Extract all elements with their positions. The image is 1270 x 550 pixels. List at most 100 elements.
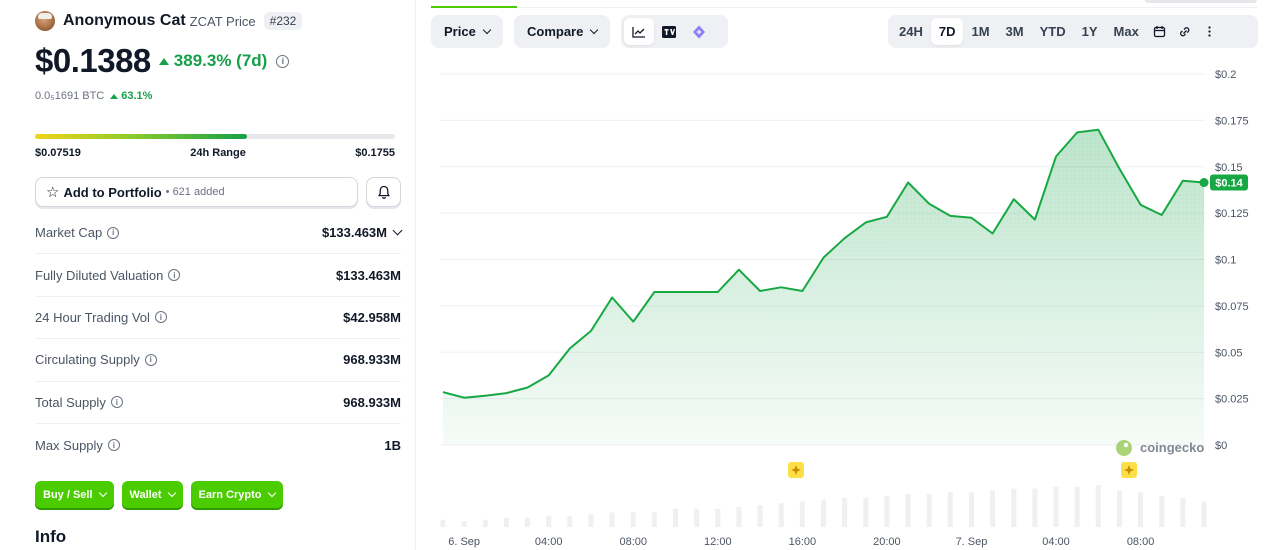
range-tab-max[interactable]: Max <box>1113 24 1139 39</box>
info-icon[interactable]: i <box>107 226 120 239</box>
price-point <box>482 393 488 399</box>
price-dropdown-label: Price <box>444 24 476 39</box>
range-tab-1y[interactable]: 1Y <box>1081 24 1098 39</box>
price-alert-button[interactable] <box>366 177 401 207</box>
price-point <box>821 255 827 261</box>
buy-sell-button[interactable]: Buy / Sell <box>35 481 114 508</box>
info-icon[interactable]: i <box>154 311 167 324</box>
volume-bar <box>863 497 869 527</box>
earn-crypto-button[interactable]: Earn Crypto <box>190 481 283 508</box>
more-vertical-icon <box>1208 26 1211 37</box>
bell-icon <box>377 185 390 199</box>
info-icon[interactable]: i <box>144 353 157 366</box>
range-tab-7d[interactable]: 7D <box>930 18 964 45</box>
volume-bar <box>588 514 594 527</box>
top-button-edge <box>1145 0 1257 3</box>
x-tick-label: 04:00 <box>1042 536 1070 548</box>
x-tick-label: 04:00 <box>535 536 563 548</box>
range-bar-fill <box>35 134 248 139</box>
volume-bar <box>1180 497 1186 527</box>
action-button-label: Earn Crypto <box>198 488 262 501</box>
price-point <box>588 328 594 334</box>
y-tick-label: $0.075 <box>1215 301 1249 313</box>
stat-value: 1B <box>384 438 401 453</box>
volume-bar <box>884 495 890 527</box>
price-line <box>442 128 1205 399</box>
volume-bar <box>461 521 467 527</box>
info-icon[interactable]: i <box>110 396 123 409</box>
link-icon <box>1179 27 1190 37</box>
x-tick-label: 08:00 <box>619 536 647 548</box>
price-point <box>567 346 573 352</box>
wallet-button[interactable]: Wallet <box>121 481 183 508</box>
stat-label-text: Max Supply <box>35 437 103 453</box>
volume-bar <box>736 506 742 527</box>
stat-label: Fully Diluted Valuation i <box>35 268 181 283</box>
y-tick-label: $0.125 <box>1215 208 1249 220</box>
price-point <box>884 214 890 220</box>
add-to-portfolio-button[interactable]: ☆ Add to Portfolio • 621 added <box>35 177 358 207</box>
ai-insights-toggle[interactable] <box>684 18 714 45</box>
price-dropdown[interactable]: Price <box>431 15 503 48</box>
price-point <box>651 289 657 295</box>
info-icon[interactable]: i <box>168 269 181 282</box>
star-icon <box>791 465 801 475</box>
price-point <box>1116 166 1122 172</box>
volume-bar <box>525 517 531 527</box>
price-point <box>905 180 911 186</box>
range-tab-ytd[interactable]: YTD <box>1039 24 1066 39</box>
line-chart-toggle[interactable] <box>624 18 654 45</box>
rank-badge: #232 <box>263 12 303 30</box>
range-tab-3m[interactable]: 3M <box>1005 24 1024 39</box>
coin-overview-panel: Anonymous Cat ZCAT Price #232 $0.1388 38… <box>0 0 416 550</box>
tradingview-toggle[interactable] <box>654 18 684 45</box>
volume-bar <box>715 508 721 527</box>
volume-bar <box>1159 495 1165 527</box>
price-point <box>525 384 531 390</box>
price-point <box>863 219 869 225</box>
range-label: 24h Range <box>190 147 246 159</box>
y-tick-label: $0.175 <box>1215 115 1249 127</box>
stat-label-text: Circulating Supply <box>35 352 140 368</box>
stat-label-text: 24 Hour Trading Vol <box>35 309 150 325</box>
volume-bar <box>926 494 932 527</box>
price-point <box>990 231 996 237</box>
volume-bar <box>1095 485 1101 527</box>
x-tick-label: 12:00 <box>704 536 732 548</box>
volume-bar <box>440 519 446 527</box>
stat-row: Market Cap i $133.463M <box>35 212 403 255</box>
range-bar <box>35 134 395 139</box>
volume-bar <box>842 497 848 527</box>
more-options-button[interactable] <box>1197 18 1222 45</box>
price-point <box>778 284 784 290</box>
volume-bar <box>757 505 763 527</box>
range-tab-1m[interactable]: 1M <box>971 24 990 39</box>
price-point <box>736 267 742 273</box>
compare-dropdown[interactable]: Compare <box>514 15 611 48</box>
volume-bar <box>1116 490 1122 527</box>
tab-divider <box>431 7 1258 8</box>
stat-value-text: $133.463M <box>335 267 401 283</box>
y-tick-label: $0.2 <box>1215 69 1236 81</box>
calendar-button[interactable] <box>1147 18 1172 45</box>
stat-value[interactable]: $133.463M <box>321 225 403 241</box>
range-tab-24h[interactable]: 24H <box>899 24 923 39</box>
price-point <box>609 295 615 301</box>
price-point <box>799 288 805 294</box>
volume-bar <box>567 516 573 527</box>
x-tick-label: 16:00 <box>789 536 817 548</box>
caret-up-icon <box>110 93 119 99</box>
price-point <box>947 213 953 219</box>
price-point <box>673 289 679 295</box>
info-icon[interactable]: i <box>107 439 120 452</box>
portfolio-added-count: • 621 added <box>165 186 225 198</box>
stat-value-text: $133.463M <box>321 225 387 241</box>
info-heading: Info <box>35 527 67 546</box>
info-icon[interactable]: i <box>276 54 290 68</box>
coin-header: Anonymous Cat ZCAT Price #232 <box>35 10 303 32</box>
btc-change: 63.1% <box>121 90 153 102</box>
share-link-button[interactable] <box>1172 18 1197 45</box>
volume-bar <box>630 512 636 527</box>
volume-bars <box>440 485 1207 527</box>
